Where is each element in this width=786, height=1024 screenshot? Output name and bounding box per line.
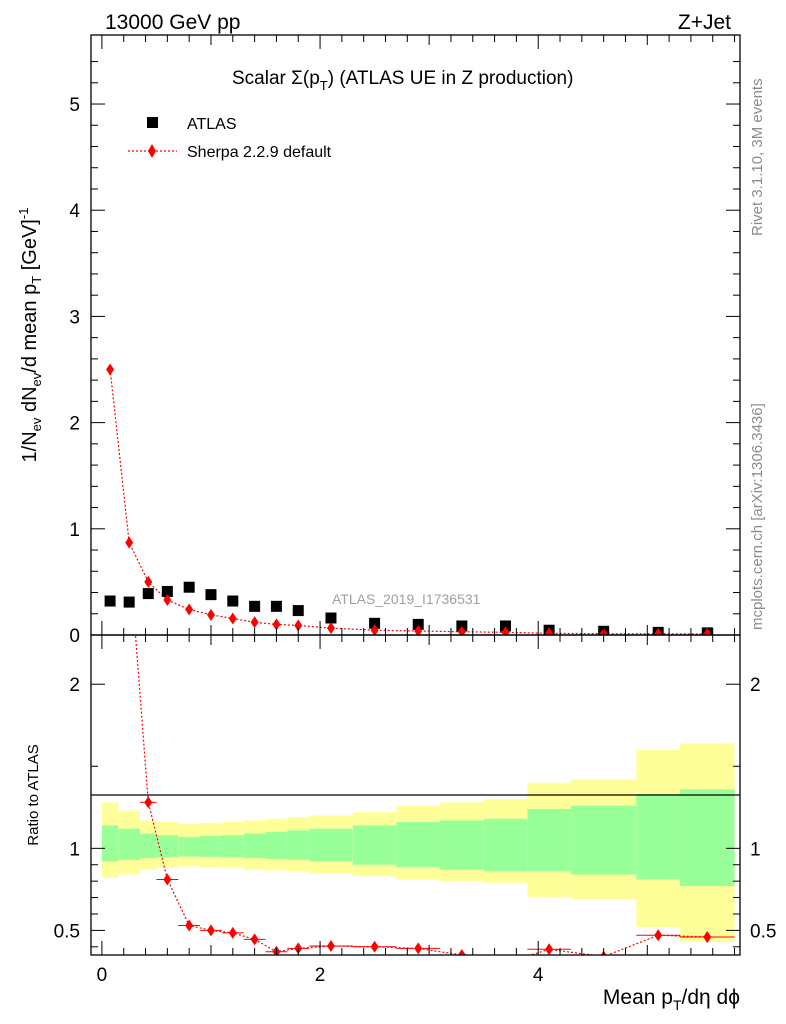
lower-panel: 0.5 0.5 1 1 2 2 0 2 4 [54, 634, 776, 986]
ratio-band-inner [309, 828, 353, 862]
ratio-band-inner [352, 825, 397, 865]
sherpa-point [228, 612, 237, 625]
ratio-band-inner [527, 808, 571, 872]
upper-y-axis-label: 1/Nev dNev/d mean pT [GeV]-1 [16, 208, 44, 463]
upper-y-tick-label: 5 [69, 95, 80, 116]
ratio-band-inner [243, 833, 266, 859]
lower-y-tick-label-right: 2 [750, 675, 761, 696]
analysis-watermark: ATLAS_2019_I1736531 [332, 591, 481, 607]
ratio-band-inner [101, 825, 119, 862]
atlas-point [161, 585, 173, 597]
sherpa-point [106, 363, 115, 376]
legend-label-atlas: ATLAS [187, 116, 237, 133]
x-tick-label: 2 [315, 965, 326, 986]
atlas-point [412, 618, 424, 630]
side-label-mcplots: mcplots.cern.ch [arXiv:1306.3436] [749, 403, 766, 630]
atlas-point [123, 596, 135, 608]
sherpa-point [272, 618, 281, 631]
upper-y-tick-label: 2 [69, 414, 80, 435]
legend-marker-atlas [147, 117, 158, 128]
plot-title: Scalar Σ(pT) (ATLAS UE in Z production) [232, 68, 573, 93]
ratio-band-inner [440, 820, 484, 870]
atlas-point [227, 595, 239, 607]
x-tick-label: 4 [533, 965, 544, 986]
sherpa-point [654, 627, 663, 635]
upper-panel: 0 1 2 3 4 5 [69, 34, 741, 647]
lower-y-tick-label: 0.5 [54, 921, 80, 942]
sherpa-ratio-point [501, 957, 509, 969]
ratio-band-inner [118, 828, 141, 860]
lower-y-tick-label: 1 [69, 839, 80, 860]
sherpa-point [250, 616, 259, 629]
side-label-rivet: Rivet 3.1.10, 3M events [749, 78, 766, 236]
atlas-point [325, 612, 337, 624]
ratio-band-inner [636, 794, 681, 880]
atlas-point [142, 588, 154, 600]
lower-y-tick-label: 2 [69, 675, 80, 696]
ratio-band-inner [265, 831, 288, 859]
lower-y-tick-label-right: 1 [750, 839, 761, 860]
sherpa-point [144, 575, 153, 588]
upper-y-tick-label: 0 [69, 626, 80, 647]
lower-y-axis-label: Ratio to ATLAS [25, 744, 42, 845]
ratio-band-inner [178, 836, 201, 857]
atlas-point [292, 605, 304, 617]
ratio-band-inner [140, 833, 157, 859]
ratio-band-inner [221, 835, 244, 858]
sherpa-point [125, 536, 134, 549]
sherpa-point [370, 624, 379, 635]
header-left: 13000 GeV pp [105, 11, 240, 34]
atlas-point [270, 600, 282, 612]
legend-marker-sherpa [148, 144, 156, 158]
atlas-point [104, 595, 116, 607]
upper-y-tick-label: 3 [69, 307, 80, 328]
ratio-band-inner [680, 789, 735, 887]
sherpa-point [163, 593, 172, 606]
ratio-band-inner [483, 818, 528, 872]
sherpa-point [185, 603, 194, 616]
ratio-band-inner [200, 836, 222, 857]
sherpa-ratio-point [457, 949, 466, 955]
upper-y-tick-label: 1 [69, 520, 80, 541]
sherpa-point [703, 628, 712, 635]
x-tick-label: 0 [97, 965, 108, 986]
sherpa-point [414, 624, 423, 635]
atlas-point [205, 589, 217, 601]
ratio-band-inner [287, 830, 310, 860]
x-axis-label: Mean pT/dη dϕ [603, 986, 740, 1013]
lower-frame [90, 634, 741, 956]
sherpa-point [326, 622, 335, 635]
sherpa-point [457, 625, 466, 635]
sherpa-point [294, 619, 303, 632]
lower-y-tick-label-right: 0.5 [750, 921, 776, 942]
ratio-band-inner [156, 835, 179, 858]
sherpa-point [501, 626, 510, 635]
ratio-band-inner [570, 805, 637, 875]
ratio-band-inner [396, 822, 441, 868]
atlas-point [369, 617, 381, 629]
legend: ATLAS Sherpa 2.2.9 default [128, 116, 332, 161]
sherpa-point [545, 627, 554, 635]
atlas-point [183, 581, 195, 593]
atlas-point [249, 600, 261, 612]
header-right: Z+Jet [678, 11, 731, 34]
upper-y-tick-label: 4 [69, 201, 80, 222]
atlas-point [499, 620, 511, 632]
legend-label-sherpa: Sherpa 2.2.9 default [187, 144, 332, 161]
sherpa-point [206, 608, 215, 621]
